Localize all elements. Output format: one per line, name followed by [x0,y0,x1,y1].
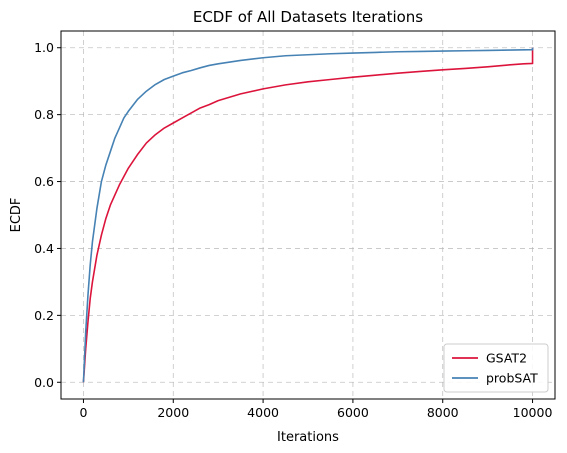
y-tick-label: 0.4 [34,241,54,256]
y-tick-label: 0.0 [34,375,54,390]
series-lines [82,47,534,383]
plot-frame [60,30,556,400]
x-axis-label: Iterations [277,430,339,445]
series-line-gsat2 [82,47,534,383]
x-tick-label: 4000 [247,405,279,420]
x-tick-label: 10000 [513,405,553,420]
legend-label-gsat2: GSAT2 [486,351,527,366]
x-tick-label: 6000 [337,405,369,420]
grid [61,31,555,399]
axis-ticks: 0 2000 4000 6000 8000 10000 0.0 0.2 0.4 0.6 0.8 1.0 [34,40,552,420]
series-line-probsat [82,47,534,383]
chart-title: ECDF of All Datasets Iterations [193,8,423,26]
y-tick-label: 0.6 [34,174,54,189]
y-tick-label: 0.8 [34,107,54,122]
legend: GSAT2 probSAT [443,343,549,393]
x-tick-label: 8000 [427,405,459,420]
y-axis-label: ECDF [9,198,24,233]
y-tick-label: 1.0 [34,40,54,55]
legend-label-probsat: probSAT [486,371,538,386]
x-tick-label: 2000 [157,405,189,420]
y-tick-label: 0.2 [34,308,54,323]
x-tick-label: 0 [79,405,87,420]
legend-box [443,343,549,393]
